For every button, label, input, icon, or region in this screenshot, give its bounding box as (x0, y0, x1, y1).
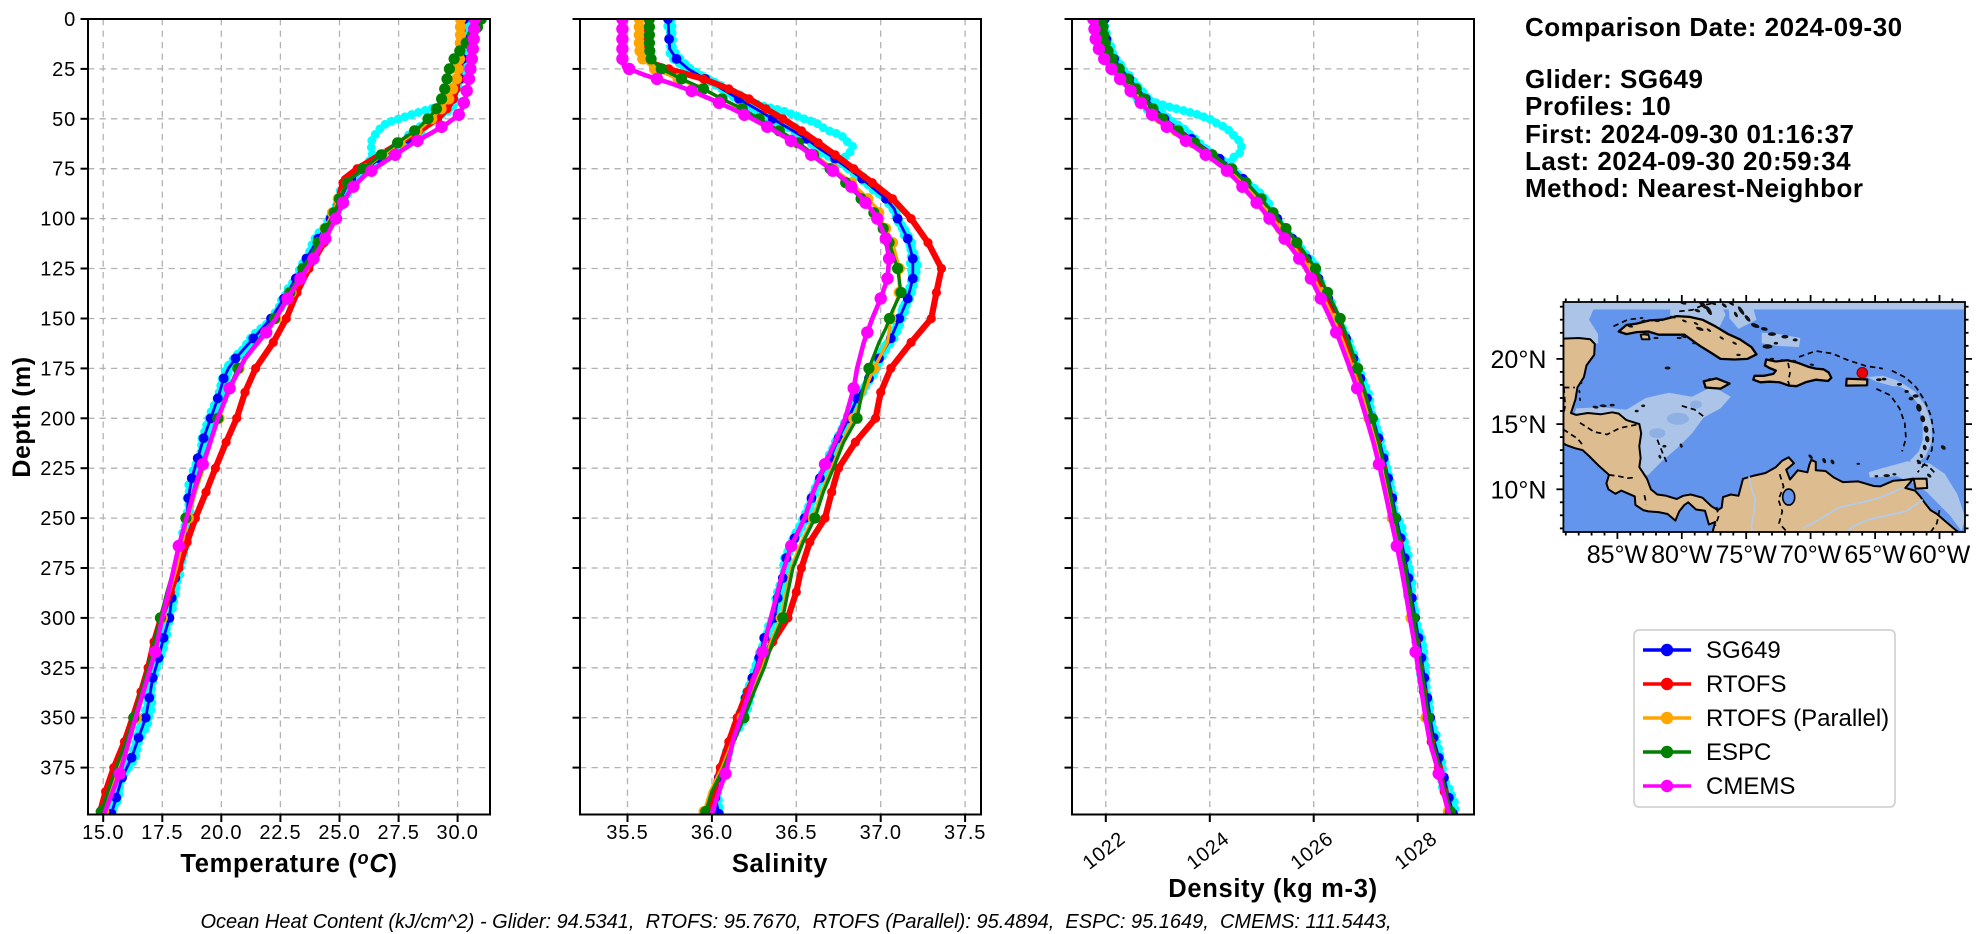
svg-text:25: 25 (52, 59, 76, 81)
svg-text:75: 75 (52, 159, 76, 181)
svg-text:RTOFS (Parallel): RTOFS (Parallel) (1706, 705, 1889, 732)
svg-text:150: 150 (40, 309, 76, 331)
svg-text:80°W: 80°W (1651, 541, 1713, 569)
svg-text:37.0: 37.0 (860, 822, 902, 844)
svg-text:100: 100 (40, 209, 76, 231)
svg-text:Profiles: 10: Profiles: 10 (1525, 91, 1671, 121)
svg-text:70°W: 70°W (1780, 541, 1842, 569)
svg-text:36.5: 36.5 (775, 822, 817, 844)
svg-text:65°W: 65°W (1844, 541, 1906, 569)
svg-text:First: 2024-09-30 01:16:37: First: 2024-09-30 01:16:37 (1525, 119, 1855, 149)
svg-text:36.0: 36.0 (691, 822, 733, 844)
svg-text:60°W: 60°W (1909, 541, 1971, 569)
svg-text:325: 325 (40, 658, 76, 680)
svg-text:20.0: 20.0 (200, 822, 242, 844)
svg-text:250: 250 (40, 508, 76, 530)
svg-text:Salinity: Salinity (732, 850, 828, 878)
svg-text:ESPC: ESPC (1706, 739, 1771, 766)
svg-text:375: 375 (40, 758, 76, 780)
svg-text:17.5: 17.5 (141, 822, 183, 844)
svg-text:Glider: SG649: Glider: SG649 (1525, 64, 1703, 94)
svg-text:175: 175 (40, 358, 76, 380)
svg-text:30.0: 30.0 (437, 822, 479, 844)
svg-text:275: 275 (40, 558, 76, 580)
svg-text:35.5: 35.5 (606, 822, 648, 844)
svg-text:SG649: SG649 (1706, 637, 1781, 664)
svg-text:Depth (m): Depth (m) (8, 356, 36, 477)
svg-text:225: 225 (40, 458, 76, 480)
svg-text:300: 300 (40, 608, 76, 630)
svg-text:15.0: 15.0 (82, 822, 124, 844)
svg-text:85°W: 85°W (1587, 541, 1649, 569)
svg-text:200: 200 (40, 408, 76, 430)
svg-text:Method: Nearest-Neighbor: Method: Nearest-Neighbor (1525, 173, 1863, 203)
svg-text:Ocean Heat Content (kJ/cm^2) -: Ocean Heat Content (kJ/cm^2) - Glider: 9… (200, 911, 1391, 933)
svg-text:Comparison Date: 2024-09-30: Comparison Date: 2024-09-30 (1525, 12, 1903, 42)
svg-text:25.0: 25.0 (318, 822, 360, 844)
svg-text:Density (kg m-3): Density (kg m-3) (1168, 875, 1378, 903)
svg-text:20°N: 20°N (1491, 346, 1547, 374)
svg-text:0: 0 (64, 9, 76, 31)
svg-text:125: 125 (40, 259, 76, 281)
svg-text:22.5: 22.5 (259, 822, 301, 844)
svg-text:10°N: 10°N (1491, 476, 1547, 504)
svg-text:27.5: 27.5 (378, 822, 420, 844)
svg-text:15°N: 15°N (1491, 411, 1547, 439)
svg-text:RTOFS: RTOFS (1706, 671, 1786, 698)
svg-text:50: 50 (52, 109, 76, 131)
svg-text:350: 350 (40, 708, 76, 730)
svg-text:CMEMS: CMEMS (1706, 773, 1795, 800)
svg-text:37.5: 37.5 (944, 822, 986, 844)
svg-text:Last: 2024-09-30 20:59:34: Last: 2024-09-30 20:59:34 (1525, 146, 1851, 176)
svg-text:75°W: 75°W (1715, 541, 1777, 569)
